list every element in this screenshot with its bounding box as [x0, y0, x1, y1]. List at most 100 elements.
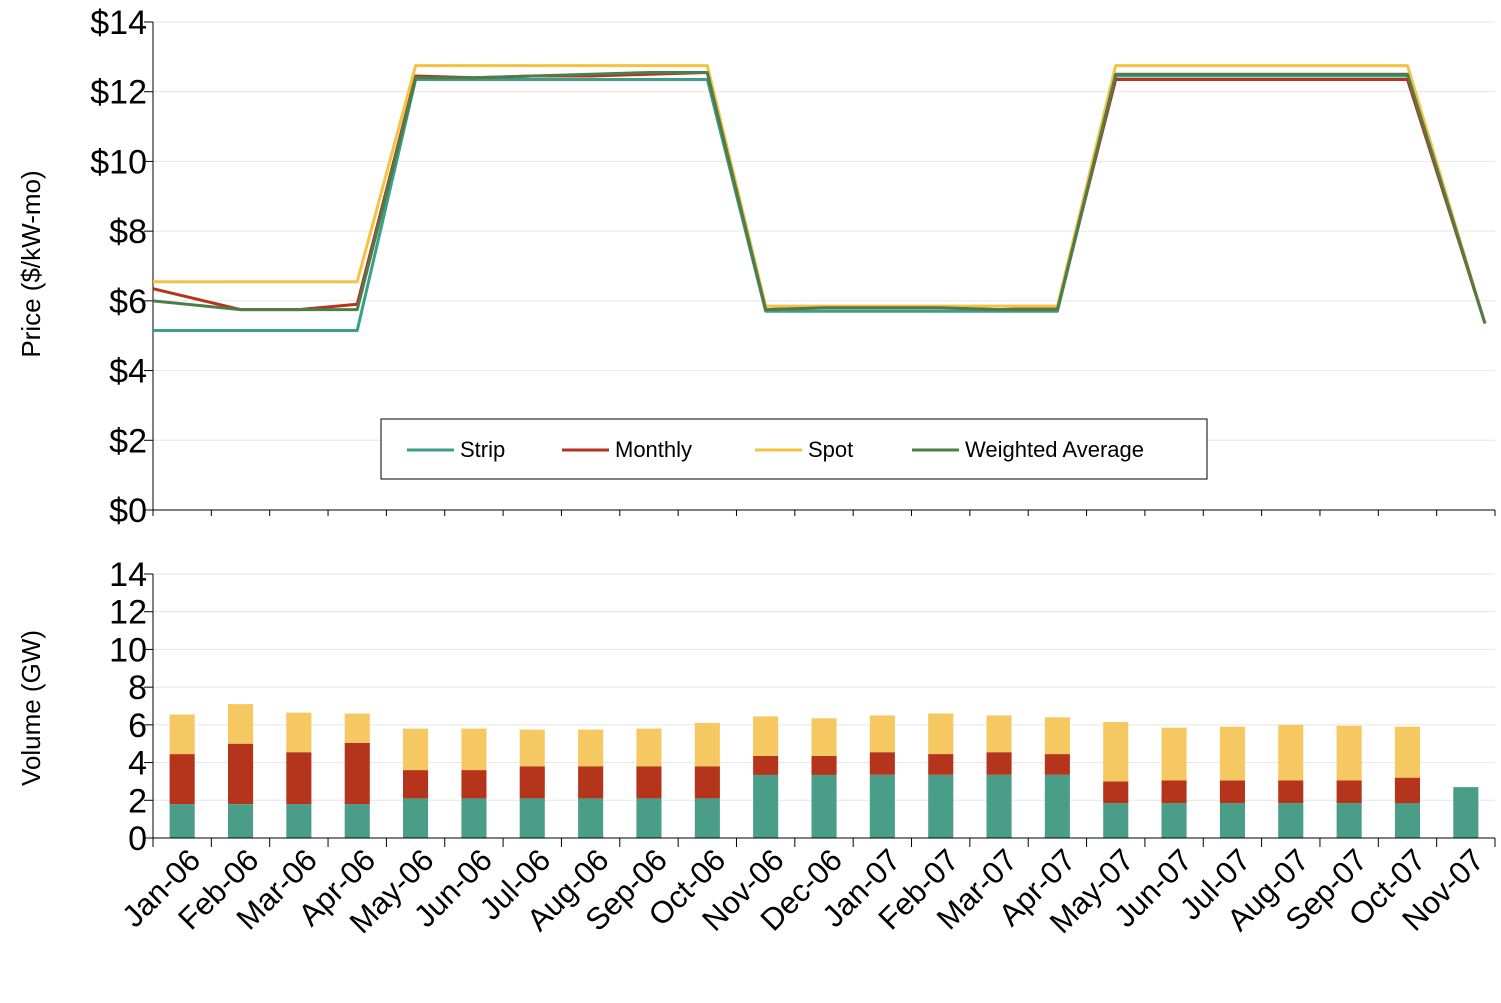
bar-segment-strip [811, 774, 837, 838]
volume-y-tick-label: 4 [128, 745, 147, 783]
bar-segment-monthly [753, 756, 779, 775]
price-y-tick-label: $2 [109, 422, 147, 460]
bar-segment-spot [578, 729, 604, 767]
series-line-strip [153, 74, 1487, 332]
bar-segment-strip [694, 798, 720, 838]
bar-segment-spot [228, 704, 254, 744]
bar-segment-monthly [519, 766, 545, 799]
bar-segment-spot [986, 715, 1012, 753]
bar-segment-monthly [694, 766, 720, 799]
price-y-tick-label: $10 [90, 143, 147, 181]
bar-segment-spot [1394, 726, 1420, 778]
bar-segment-strip [578, 798, 604, 838]
bar-segment-strip [461, 798, 487, 838]
bar-segment-monthly [928, 754, 954, 775]
volume-y-tick-label: 10 [109, 631, 147, 669]
bar-segment-monthly [1394, 777, 1420, 804]
price-y-axis-title: Price ($/kW-mo) [16, 170, 46, 357]
volume-bars [169, 704, 1479, 838]
bar-segment-spot [461, 728, 487, 771]
bar-segment-strip [1219, 803, 1245, 838]
bar-segment-strip [344, 804, 370, 838]
volume-y-axis-title: Volume (GW) [16, 630, 46, 786]
volume-y-tick-label: 2 [128, 782, 147, 820]
bar-segment-monthly [636, 766, 662, 799]
bar-segment-strip [1453, 787, 1479, 838]
volume-y-tick-label: 0 [128, 820, 147, 858]
bar-segment-strip [403, 798, 429, 838]
price-legend: Strip Monthly Spot Weighted Average [380, 418, 1208, 480]
volume-axes [144, 573, 1496, 847]
bar-segment-monthly [169, 754, 195, 805]
bar-segment-strip [1103, 803, 1129, 838]
price-gridlines [153, 21, 1495, 441]
price-y-tick-label: $12 [90, 74, 147, 112]
bar-segment-spot [1161, 727, 1187, 781]
bar-segment-spot [1103, 722, 1129, 782]
bar-segment-monthly [578, 766, 604, 799]
bar-segment-spot [869, 715, 895, 753]
price-axes [144, 21, 1496, 516]
legend-label: Spot [808, 437, 853, 462]
bar-segment-spot [519, 729, 545, 767]
legend-label: Weighted Average [965, 437, 1144, 462]
volume-y-tick-label: 6 [128, 707, 147, 745]
price-y-tick-label: $14 [90, 4, 147, 42]
bar-segment-spot [169, 714, 195, 755]
bar-segment-strip [286, 804, 312, 838]
volume-y-tick-label: 12 [109, 594, 147, 632]
bar-segment-strip [1336, 803, 1362, 838]
bar-segment-strip [753, 774, 779, 838]
price-chart-panel: $0 $2 $4 $6 $8 $10 $12 $14 Price ($/kW-mo) Stri… [16, 4, 1496, 530]
bar-segment-strip [1278, 803, 1304, 838]
bar-segment-monthly [1219, 780, 1245, 804]
price-y-tick-label: $6 [109, 283, 147, 321]
bar-segment-spot [403, 728, 429, 771]
bar-segment-spot [636, 728, 662, 767]
volume-gridlines [153, 573, 1495, 801]
bar-segment-strip [928, 774, 954, 838]
bar-segment-strip [1044, 774, 1070, 838]
volume-y-tick-label: 14 [109, 556, 147, 594]
bar-segment-spot [811, 718, 837, 756]
bar-segment-strip [1394, 803, 1420, 838]
legend-label: Monthly [615, 437, 692, 462]
bar-segment-strip [519, 798, 545, 838]
bar-segment-monthly [986, 752, 1012, 775]
price-series-lines [152, 64, 1487, 332]
bar-segment-strip [228, 804, 254, 838]
bar-segment-spot [1219, 726, 1245, 781]
bar-segment-monthly [344, 742, 370, 805]
bar-segment-spot [286, 712, 312, 753]
bar-segment-monthly [869, 752, 895, 775]
bar-segment-strip [986, 774, 1012, 838]
bar-segment-monthly [1278, 780, 1304, 804]
bar-segment-strip [869, 774, 895, 838]
bar-segment-strip [1161, 803, 1187, 838]
bar-segment-monthly [461, 770, 487, 799]
bar-segment-monthly [1044, 754, 1070, 775]
bar-segment-monthly [1161, 780, 1187, 804]
bar-segment-spot [928, 713, 954, 754]
series-line-spot [153, 64, 1487, 324]
bar-segment-monthly [286, 752, 312, 805]
bar-segment-spot [1044, 717, 1070, 755]
price-y-tick-label: $0 [109, 492, 147, 530]
bar-segment-monthly [1103, 781, 1129, 804]
bar-segment-monthly [403, 770, 429, 799]
bar-segment-spot [344, 713, 370, 743]
bar-segment-strip [636, 798, 662, 838]
series-line-monthly [152, 71, 1487, 324]
price-y-tick-labels: $0 $2 $4 $6 $8 $10 $12 $14 [90, 4, 147, 530]
bar-segment-strip [169, 804, 195, 838]
bar-segment-spot [1278, 724, 1304, 781]
x-tick-labels: Jan-06Feb-06Mar-06Apr-06May-06Jun-06Jul-… [115, 842, 1490, 940]
bar-segment-spot [694, 723, 720, 767]
price-y-tick-label: $4 [109, 353, 147, 391]
legend-label: Strip [460, 437, 505, 462]
bar-segment-spot [753, 716, 779, 756]
bar-segment-monthly [811, 756, 837, 775]
bar-segment-monthly [228, 743, 254, 804]
